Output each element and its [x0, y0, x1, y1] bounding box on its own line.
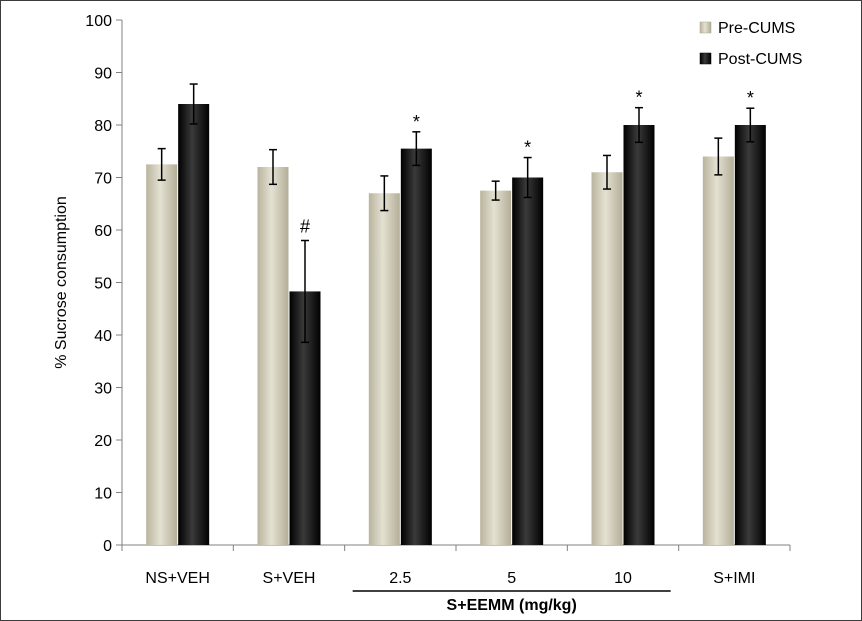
- bar-pre-cums: [368, 193, 400, 545]
- y-tick-label: 20: [94, 433, 112, 450]
- x-tick-label: S+IMI: [713, 570, 755, 587]
- y-tick-label: 90: [94, 66, 112, 83]
- legend-label-post-cums: Post-CUMS: [718, 51, 802, 68]
- significance-marker: *: [524, 138, 531, 158]
- bars: [146, 83, 766, 545]
- bar-pre-cums: [591, 172, 623, 545]
- legend-label-pre-cums: Pre-CUMS: [718, 20, 795, 37]
- legend: Pre-CUMS Post-CUMS: [699, 20, 802, 68]
- legend-swatch-post-cums: [699, 52, 712, 65]
- y-tick-label: 70: [94, 171, 112, 188]
- y-tick-label: 30: [94, 381, 112, 398]
- bar-post-cums: [734, 125, 766, 545]
- significance-marker: *: [413, 112, 420, 132]
- significance-marker: *: [747, 88, 754, 108]
- bar-pre-cums: [146, 164, 178, 545]
- labels: % Sucrose consumption # * * * * NS+VEH S+VEH 2.5…: [53, 88, 755, 614]
- y-tick-label: 40: [94, 328, 112, 345]
- bar-pre-cums: [480, 190, 512, 545]
- bar-post-cums: [623, 125, 655, 545]
- significance-marker: #: [300, 217, 310, 237]
- y-tick-label: 50: [94, 276, 112, 293]
- y-tick-label: 60: [94, 223, 112, 240]
- bar-pre-cums: [702, 156, 734, 545]
- y-tick-label: 100: [85, 13, 112, 30]
- significance-marker: *: [635, 88, 642, 108]
- bar-post-cums: [178, 104, 210, 545]
- axes: 0 10 20 30 40 50 60 70 80 90 100: [85, 13, 791, 555]
- bar-post-cums: [512, 177, 544, 545]
- bar-post-cums: [400, 148, 432, 545]
- y-tick-label: 0: [103, 538, 112, 555]
- y-axis-label: % Sucrose consumption: [53, 196, 70, 369]
- x-tick-label: S+VEH: [263, 570, 316, 587]
- x-tick-label: 5: [507, 570, 516, 587]
- legend-swatch-pre-cums: [699, 21, 712, 34]
- y-tick-label: 80: [94, 118, 112, 135]
- x-tick-label: 2.5: [389, 570, 411, 587]
- y-tick-label: 10: [94, 486, 112, 503]
- x-tick-label: NS+VEH: [145, 570, 209, 587]
- bar-pre-cums: [257, 167, 289, 545]
- x-tick-label: 10: [614, 570, 632, 587]
- group-label: S+EEMM (mg/kg): [447, 597, 577, 614]
